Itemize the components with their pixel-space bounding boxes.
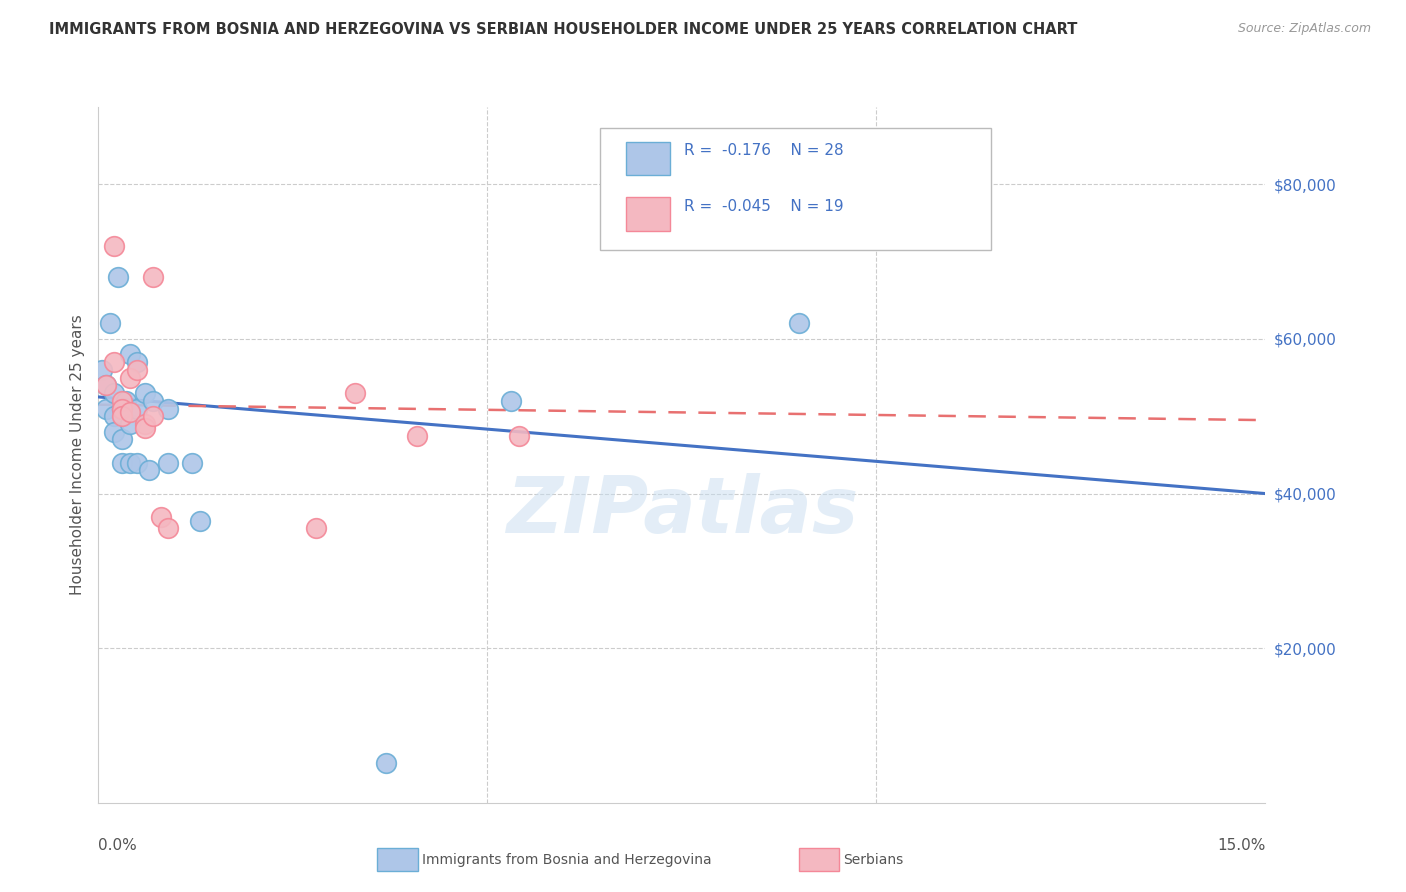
Point xyxy=(142,409,165,424)
Point xyxy=(111,401,134,416)
Point xyxy=(107,270,129,285)
Bar xyxy=(626,197,671,231)
Point xyxy=(157,521,180,535)
Point xyxy=(96,401,118,416)
Point xyxy=(98,317,121,331)
Point xyxy=(127,401,149,416)
Point xyxy=(787,317,810,331)
Point xyxy=(134,421,156,435)
Point xyxy=(103,239,125,253)
Point xyxy=(127,456,149,470)
Point xyxy=(96,378,118,392)
Point xyxy=(344,386,367,401)
Text: ZIPatlas: ZIPatlas xyxy=(506,473,858,549)
Point xyxy=(111,393,134,408)
Point xyxy=(127,363,149,377)
Text: Serbians: Serbians xyxy=(844,853,904,867)
Point xyxy=(96,378,118,392)
Point xyxy=(118,417,141,431)
Point xyxy=(157,401,180,416)
Point xyxy=(91,363,114,377)
Point xyxy=(142,393,165,408)
Point xyxy=(111,409,134,424)
Point xyxy=(134,417,156,431)
Point xyxy=(157,456,180,470)
Text: Immigrants from Bosnia and Herzegovina: Immigrants from Bosnia and Herzegovina xyxy=(422,853,711,867)
Text: 15.0%: 15.0% xyxy=(1218,838,1265,853)
Text: R =  -0.045    N = 19: R = -0.045 N = 19 xyxy=(685,199,844,214)
Text: Source: ZipAtlas.com: Source: ZipAtlas.com xyxy=(1237,22,1371,36)
Point xyxy=(103,409,125,424)
Point xyxy=(111,401,134,416)
Point xyxy=(103,386,125,401)
Text: 0.0%: 0.0% xyxy=(98,838,138,853)
Point xyxy=(375,756,398,770)
Point xyxy=(138,463,160,477)
Point xyxy=(118,456,141,470)
FancyBboxPatch shape xyxy=(600,128,991,250)
Point xyxy=(111,433,134,447)
Point xyxy=(142,270,165,285)
Point xyxy=(305,521,328,535)
Point xyxy=(114,393,136,408)
Y-axis label: Householder Income Under 25 years: Householder Income Under 25 years xyxy=(69,315,84,595)
Point xyxy=(406,428,429,442)
Point xyxy=(118,370,141,384)
Point xyxy=(149,509,172,524)
Point xyxy=(508,428,530,442)
Point xyxy=(134,386,156,401)
Bar xyxy=(626,142,671,175)
Point xyxy=(103,355,125,369)
Point xyxy=(118,347,141,361)
Point xyxy=(118,405,141,419)
Point xyxy=(499,393,522,408)
Text: R =  -0.176    N = 28: R = -0.176 N = 28 xyxy=(685,144,844,158)
Text: IMMIGRANTS FROM BOSNIA AND HERZEGOVINA VS SERBIAN HOUSEHOLDER INCOME UNDER 25 YE: IMMIGRANTS FROM BOSNIA AND HERZEGOVINA V… xyxy=(49,22,1077,37)
Point xyxy=(103,425,125,439)
Point xyxy=(180,456,202,470)
Point xyxy=(111,456,134,470)
Point xyxy=(188,514,211,528)
Point xyxy=(127,355,149,369)
